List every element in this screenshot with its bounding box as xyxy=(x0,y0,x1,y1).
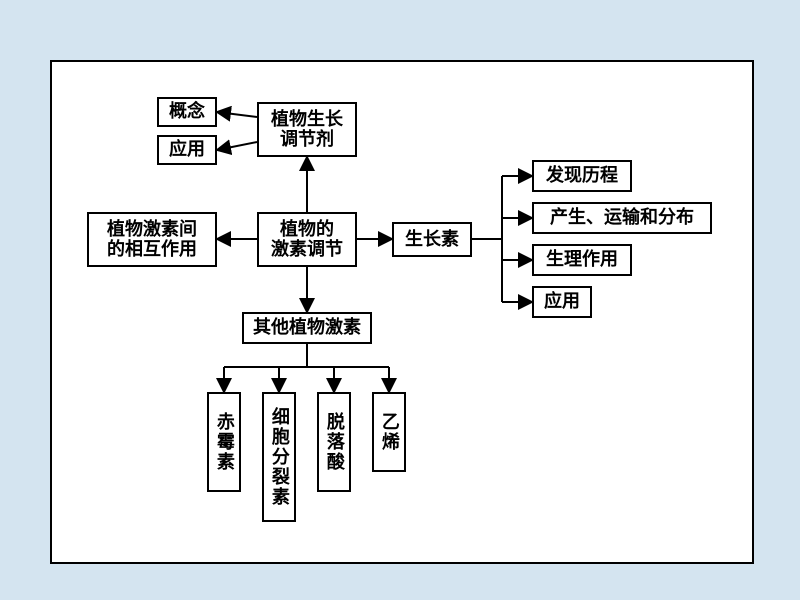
node-cytokinin: 细胞分裂素 xyxy=(262,392,296,522)
node-ethylene: 乙烯 xyxy=(372,392,406,472)
node-interaction: 植物激素间的相互作用 xyxy=(87,212,217,267)
node-application2: 应用 xyxy=(532,286,592,318)
node-center: 植物的激素调节 xyxy=(257,212,357,267)
node-history: 发现历程 xyxy=(532,160,632,192)
node-production: 产生、运输和分布 xyxy=(532,202,712,234)
diagram-canvas: 植物的激素调节 植物生长调节剂 概念 应用 植物激素间的相互作用 生长素 发现历… xyxy=(50,60,754,564)
node-concept: 概念 xyxy=(157,97,217,127)
node-auxin: 生长素 xyxy=(392,222,472,257)
node-gibberellin: 赤霉素 xyxy=(207,392,241,492)
node-aba: 脱落酸 xyxy=(317,392,351,492)
node-physiology: 生理作用 xyxy=(532,244,632,276)
node-regulator: 植物生长调节剂 xyxy=(257,102,357,157)
node-application1: 应用 xyxy=(157,135,217,165)
node-other: 其他植物激素 xyxy=(242,312,372,344)
